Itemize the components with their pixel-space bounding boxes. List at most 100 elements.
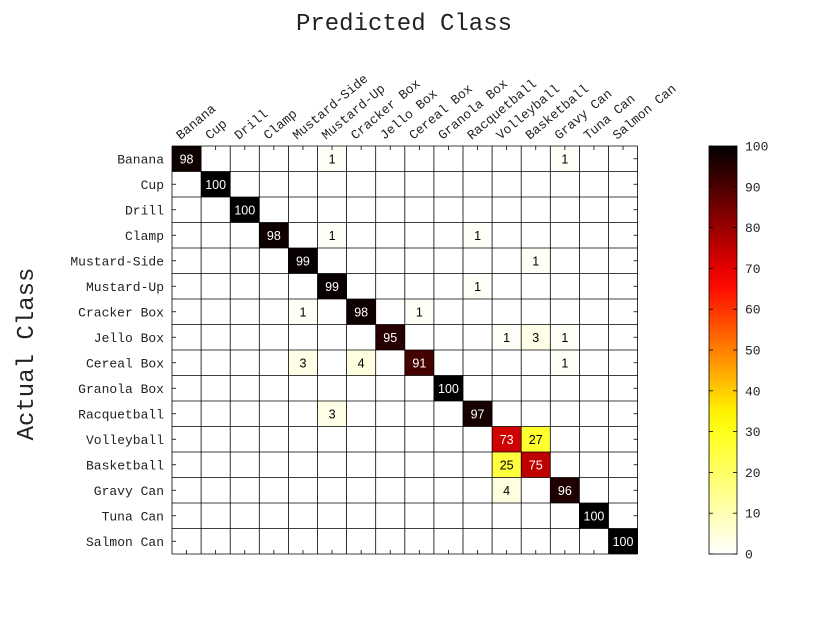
matrix-cell [288,248,318,274]
y-tick-label: Mustard-Side [70,254,164,269]
y-tick-label: Clamp [125,229,164,244]
cell-value-label: 100 [613,535,634,549]
y-tick-label: Banana [117,152,164,167]
colorbar-tick-label: 0 [745,548,753,563]
cell-value-label: 1 [532,254,539,268]
y-tick-label: Cereal Box [86,356,164,371]
cell-value-label: 99 [325,280,339,294]
matrix-cell [550,146,580,172]
cell-value-label: 1 [561,356,568,370]
matrix-cell [433,375,463,401]
cell-value-label: 4 [358,356,365,370]
matrix-cell [492,477,522,503]
cell-value-label: 1 [474,229,481,243]
cell-value-label: 98 [267,229,281,243]
matrix-cell [550,477,580,503]
matrix-cell [550,324,580,350]
cell-value-label: 73 [500,433,514,447]
cell-value-label: 3 [329,407,336,421]
matrix-cell [172,146,202,172]
colorbar-tick-label: 60 [745,303,761,318]
matrix-cell [317,146,347,172]
cell-value-label: 75 [529,458,543,472]
matrix-cell [317,401,347,427]
matrix-cell [317,222,347,248]
cell-value-label: 99 [296,254,310,268]
matrix-cell [463,273,493,299]
cell-value-label: 1 [561,331,568,345]
colorbar: 0 10 20 30 40 50 60 70 80 90 100 [708,140,768,563]
cell-value-label: 3 [532,331,539,345]
matrix-cell [521,248,551,274]
y-tick-label: Racquetball [78,407,164,422]
y-tick-label: Mustard-Up [86,280,164,295]
colorbar-tick-label: 90 [745,180,761,195]
y-tick-label: Gravy Can [94,484,164,499]
colorbar-tick-label: 70 [745,262,761,277]
cell-value-label: 97 [471,407,485,421]
y-tick-label: Cup [141,178,164,193]
cell-value-label: 98 [180,152,194,166]
cell-value-label: 1 [299,305,306,319]
cell-value-label: 100 [234,203,255,217]
y-axis-label: Actual Class [14,268,41,441]
colorbar-tick-label: 50 [745,344,761,359]
matrix-cell [346,350,376,376]
cell-value-label: 95 [383,331,397,345]
cell-value-label: 27 [529,433,543,447]
matrix-cell [230,197,260,223]
cell-value-label: 1 [329,229,336,243]
y-tick-label: Granola Box [78,382,164,397]
cell-value-label: 1 [561,152,568,166]
cell-value-label: 91 [412,356,426,370]
chart-title: Predicted Class [296,11,512,38]
y-tick-label: Drill [125,203,164,218]
matrix-cell [608,528,638,554]
y-tick-label: Basketball [86,458,164,473]
colorbar-gradient [708,145,738,555]
y-tick-label: Volleyball [86,433,164,448]
matrix-cell [492,426,522,452]
cell-value-label: 25 [500,458,514,472]
matrix-cell [201,171,231,197]
cell-value-label: 4 [503,484,510,498]
colorbar-tick-label: 10 [745,507,761,522]
matrix-cell [375,324,405,350]
matrix-cell [579,503,609,529]
colorbar-tick-label: 100 [745,140,768,155]
matrix-cell [404,299,434,325]
colorbar-tick-label: 30 [745,425,761,440]
colorbar-tick-label: 80 [745,221,761,236]
cell-value-label: 1 [503,331,510,345]
matrix-cell [404,350,434,376]
matrix-cell [463,222,493,248]
cell-value-label: 1 [416,305,423,319]
y-tick-label: Tuna Can [102,509,164,524]
cell-value-label: 98 [354,305,368,319]
cell-value-label: 1 [474,280,481,294]
cell-value-label: 1 [329,152,336,166]
matrix-cell [346,299,376,325]
matrix-cell [521,426,551,452]
matrix-cell [492,324,522,350]
matrix-cell [550,350,580,376]
matrix-cell [521,452,551,478]
cell-value-label: 96 [558,484,572,498]
matrix-cell [463,401,493,427]
y-tick-labels: Banana Cup Drill Clamp Mustard-Side Mustard-U… [70,152,164,550]
cell-value-label: 100 [438,382,459,396]
matrix-cell [317,273,347,299]
matrix-cell [492,452,522,478]
matrix-cell [288,350,318,376]
matrix-cell [259,222,289,248]
y-tick-label: Cracker Box [78,305,164,320]
matrix-cell [521,324,551,350]
colorbar-tick-label: 20 [745,466,761,481]
matrix-cell [288,299,318,325]
cell-value-label: 100 [205,178,226,192]
y-tick-label: Jello Box [94,331,164,346]
cell-value-label: 3 [299,356,306,370]
